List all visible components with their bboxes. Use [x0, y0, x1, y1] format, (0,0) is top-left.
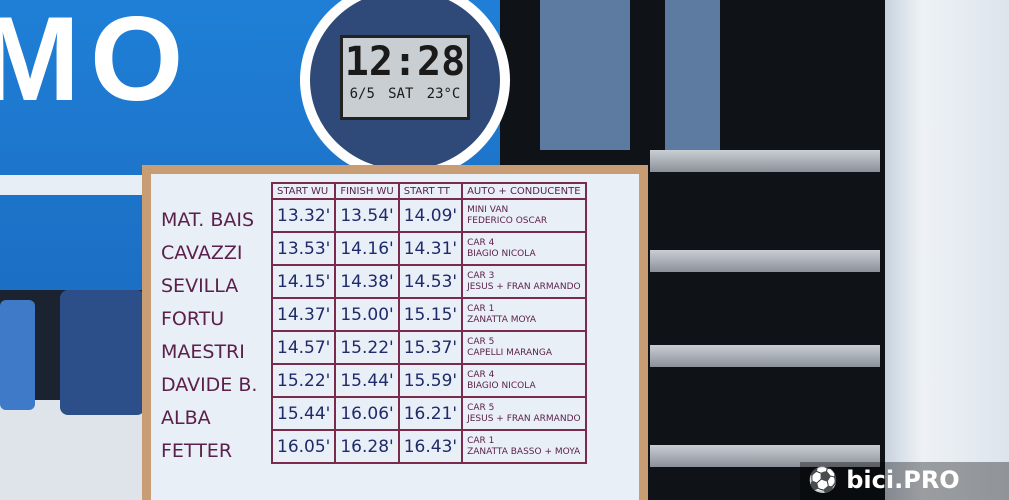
start-wu-cell: 16.05'	[270, 429, 337, 464]
rider-name: CAVAZZI	[161, 242, 243, 264]
header-finish-wu: FINISH WU	[334, 182, 400, 200]
auto-cell: CAR 4 BIAGIO NICOLA	[461, 363, 587, 398]
schedule-table: START WU FINISH WU START TT AUTO + CONDU…	[270, 182, 587, 464]
table-row: 13.53' 14.16' 14.31' CAR 4 BIAGIO NICOLA	[270, 231, 587, 266]
floor	[0, 400, 160, 500]
drivers-label: ZANATTA BASSO + MOYA	[467, 446, 581, 457]
start-wu-cell: 15.44'	[270, 396, 337, 431]
finish-wu-cell: 14.16'	[334, 231, 400, 266]
watermark-text: bici.PRO	[846, 466, 960, 494]
person-legs	[535, 0, 725, 150]
rider-name: FETTER	[161, 440, 233, 462]
clock-time: 12:28	[344, 39, 466, 85]
finish-wu-cell: 16.06'	[334, 396, 400, 431]
table-row: 14.57' 15.22' 15.37' CAR 5 CAPELLI MARANGA	[270, 330, 587, 365]
wall-clock: 12:28 6/5 SAT 23°C	[300, 0, 510, 180]
banner-letters: MO	[0, 0, 194, 126]
auto-cell: CAR 5 JESUS + FRAN ARMANDO	[461, 396, 587, 431]
rider-name: DAVIDE B.	[161, 374, 258, 396]
drivers-label: BIAGIO NICOLA	[467, 380, 536, 391]
start-wu-cell: 14.15'	[270, 264, 337, 299]
start-tt-cell: 14.53'	[397, 264, 464, 299]
header-start-wu: START WU	[270, 182, 337, 200]
car-label: CAR 3	[467, 270, 495, 281]
drivers-label: FEDERICO OSCAR	[467, 215, 548, 226]
start-wu-cell: 13.32'	[270, 198, 337, 233]
drivers-label: BIAGIO NICOLA	[467, 248, 536, 259]
start-wu-cell: 14.57'	[270, 330, 337, 365]
start-wu-cell: 14.37'	[270, 297, 337, 332]
start-wu-cell: 13.53'	[270, 231, 337, 266]
car-label: CAR 4	[467, 237, 495, 248]
drivers-label: ZANATTA MOYA	[467, 314, 537, 325]
table-row: 16.05' 16.28' 16.43' CAR 1 ZANATTA BASSO + M…	[270, 429, 587, 464]
table-row: 15.44' 16.06' 16.21' CAR 5 JESUS + FRAN ARMA…	[270, 396, 587, 431]
auto-cell: CAR 3 JESUS + FRAN ARMANDO	[461, 264, 587, 299]
cooler-bag	[60, 290, 145, 415]
watermark: ⚽ bici.PRO	[800, 462, 1009, 500]
car-label: MINI VAN	[467, 204, 509, 215]
auto-cell: MINI VAN FEDERICO OSCAR	[461, 198, 587, 233]
finish-wu-cell: 15.00'	[334, 297, 400, 332]
car-label: CAR 5	[467, 402, 495, 413]
start-tt-cell: 15.37'	[397, 330, 464, 365]
header-auto: AUTO + CONDUCENTE	[461, 182, 587, 200]
start-tt-cell: 14.31'	[397, 231, 464, 266]
rider-name: MAESTRI	[161, 341, 245, 363]
clock-date: 6/5	[349, 86, 375, 102]
auto-cell: CAR 4 BIAGIO NICOLA	[461, 231, 587, 266]
rider-names: MAT. BAIS CAVAZZI SEVILLA FORTU MAESTRI DAVID…	[161, 204, 257, 468]
rider-name: SEVILLA	[161, 275, 239, 297]
stair-step	[650, 150, 880, 172]
car-label: CAR 4	[467, 369, 495, 380]
auto-cell: CAR 1 ZANATTA BASSO + MOYA	[461, 429, 587, 464]
car-label: CAR 1	[467, 303, 495, 314]
start-tt-cell: 15.59'	[397, 363, 464, 398]
clock-display: 12:28 6/5 SAT 23°C	[340, 35, 470, 120]
stair-step	[650, 445, 880, 467]
start-tt-cell: 16.43'	[397, 429, 464, 464]
water-bottle	[0, 300, 35, 410]
auto-cell: CAR 1 ZANATTA MOYA	[461, 297, 587, 332]
start-tt-cell: 14.09'	[397, 198, 464, 233]
finish-wu-cell: 16.28'	[334, 429, 400, 464]
stair-step	[650, 250, 880, 272]
whiteboard: MAT. BAIS CAVAZZI SEVILLA FORTU MAESTRI DAVID…	[142, 165, 648, 500]
auto-cell: CAR 5 CAPELLI MARANGA	[461, 330, 587, 365]
start-wu-cell: 15.22'	[270, 363, 337, 398]
stair-step	[650, 345, 880, 367]
finish-wu-cell: 13.54'	[334, 198, 400, 233]
door-frame	[885, 0, 1009, 500]
start-tt-cell: 16.21'	[397, 396, 464, 431]
rider-name: MAT. BAIS	[161, 209, 255, 231]
table-row: 14.37' 15.00' 15.15' CAR 1 ZANATTA MOYA	[270, 297, 587, 332]
finish-wu-cell: 14.38'	[334, 264, 400, 299]
table-row: 13.32' 13.54' 14.09' MINI VAN FEDERICO OSCAR	[270, 198, 587, 233]
drivers-label: JESUS + FRAN ARMANDO	[467, 281, 581, 292]
table-row: 15.22' 15.44' 15.59' CAR 4 BIAGIO NICOLA	[270, 363, 587, 398]
car-label: CAR 1	[467, 435, 495, 446]
drivers-label: JESUS + FRAN ARMANDO	[467, 413, 581, 424]
rider-name: ALBA	[161, 407, 211, 429]
finish-wu-cell: 15.22'	[334, 330, 400, 365]
finish-wu-cell: 15.44'	[334, 363, 400, 398]
clock-temperature: 23°C	[426, 86, 461, 102]
rider-name: FORTU	[161, 308, 225, 330]
start-tt-cell: 15.15'	[397, 297, 464, 332]
header-start-tt: START TT	[397, 182, 464, 200]
drivers-label: CAPELLI MARANGA	[467, 347, 553, 358]
table-row: 14.15' 14.38' 14.53' CAR 3 JESUS + FRAN ARMA…	[270, 264, 587, 299]
car-label: CAR 5	[467, 336, 495, 347]
clock-day: SAT	[388, 86, 414, 102]
